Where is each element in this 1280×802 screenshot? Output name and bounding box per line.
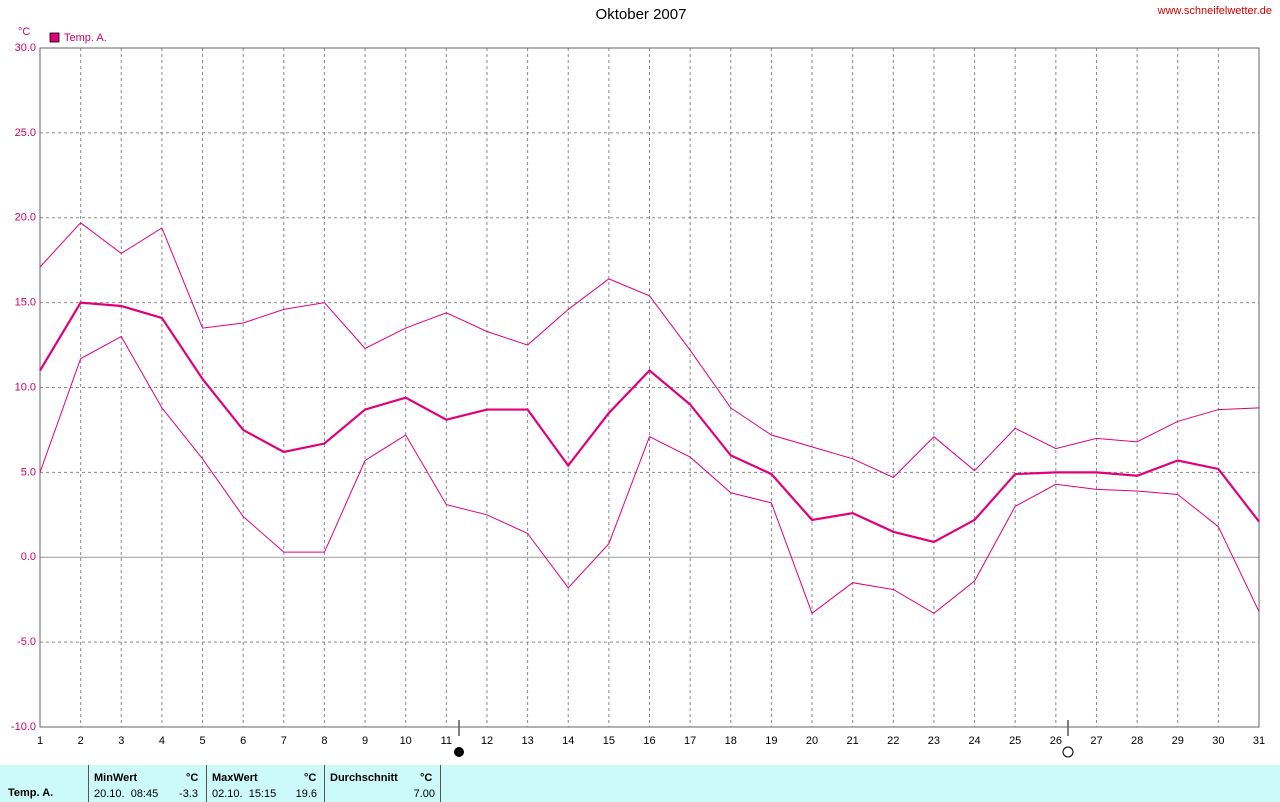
- value: 7.00: [413, 788, 435, 800]
- x-tick-label: 24: [968, 735, 980, 747]
- x-tick-label: 8: [321, 735, 327, 747]
- separator: [206, 765, 207, 802]
- x-tick-label: 23: [928, 735, 940, 747]
- x-tick-label: 19: [765, 735, 777, 747]
- y-tick-label: 15.0: [15, 297, 36, 309]
- x-tick-label: 15: [603, 735, 615, 747]
- x-tick-label: 2: [78, 735, 84, 747]
- x-tick-label: 26: [1050, 735, 1062, 747]
- legend-swatch: [49, 32, 60, 43]
- header: Durchschnitt: [330, 772, 398, 784]
- header: MaxWert: [212, 772, 258, 784]
- unit: °C: [304, 772, 317, 784]
- y-tick-label: 10.0: [15, 381, 36, 393]
- x-tick-label: 9: [362, 735, 368, 747]
- x-tick-label: 6: [240, 735, 246, 747]
- time: 02.10. 15:15: [212, 788, 277, 800]
- x-tick-label: 31: [1253, 735, 1265, 747]
- row-label: Temp. A.: [8, 787, 54, 799]
- y-tick-label: 0.0: [21, 551, 36, 563]
- x-tick-label: 1: [37, 735, 43, 747]
- y-tick-label: -5.0: [17, 636, 36, 648]
- time: 20.10. 08:45: [94, 788, 159, 800]
- unit: °C: [420, 772, 433, 784]
- separator: [324, 765, 325, 802]
- x-tick-label: 28: [1131, 735, 1143, 747]
- full-moon: [1062, 746, 1074, 758]
- x-tick-label: 3: [118, 735, 124, 747]
- x-tick-label: 12: [481, 735, 493, 747]
- x-tick-label: 17: [684, 735, 696, 747]
- x-tick-label: 5: [199, 735, 205, 747]
- y-tick-label: 25.0: [15, 127, 36, 139]
- new-moon: [454, 747, 464, 757]
- x-tick-label: 18: [725, 735, 737, 747]
- x-tick-label: 11: [441, 735, 452, 747]
- x-tick-label: 7: [281, 735, 287, 747]
- x-tick-label: 13: [521, 735, 533, 747]
- value: -3.3: [179, 788, 198, 800]
- y-tick-label: 5.0: [21, 466, 36, 478]
- y-unit: °C: [18, 26, 30, 38]
- x-tick-label: 27: [1090, 735, 1102, 747]
- plot-frame: [39, 47, 1260, 728]
- unit: °C: [186, 772, 199, 784]
- y-tick-label: -10.0: [11, 721, 36, 733]
- stats-table: Temp. A. MinWert °C 20.10. 08:45 -3.3 Ma…: [0, 765, 1280, 802]
- x-tick-label: 4: [159, 735, 165, 747]
- x-tick-label: 21: [847, 735, 859, 747]
- x-tick-label: 29: [1172, 735, 1184, 747]
- chart: Oktober 2007 www.schneifelwetter.de °C T…: [11, 5, 1272, 758]
- separator: [440, 765, 441, 802]
- header: MinWert: [94, 772, 138, 784]
- temp-line: [39, 301, 1260, 544]
- x-tick-label: 14: [562, 735, 574, 747]
- x-tick-label: 22: [887, 735, 899, 747]
- temp-line: [39, 222, 1260, 479]
- value: 19.6: [295, 788, 317, 800]
- x-tick-label: 10: [400, 735, 412, 747]
- x-tick-label: 30: [1212, 735, 1224, 747]
- x-tick-label: 25: [1009, 735, 1021, 747]
- temp-line: [39, 335, 1260, 615]
- separator: [88, 765, 89, 802]
- chart-title: Oktober 2007: [596, 6, 687, 23]
- legend-label: Temp. A.: [64, 32, 107, 44]
- x-tick-label: 16: [643, 735, 655, 747]
- y-tick-label: 20.0: [15, 212, 36, 224]
- x-tick-label: 20: [806, 735, 818, 747]
- y-tick-label: 30.0: [15, 42, 36, 54]
- source: www.schneifelwetter.de: [1157, 5, 1272, 17]
